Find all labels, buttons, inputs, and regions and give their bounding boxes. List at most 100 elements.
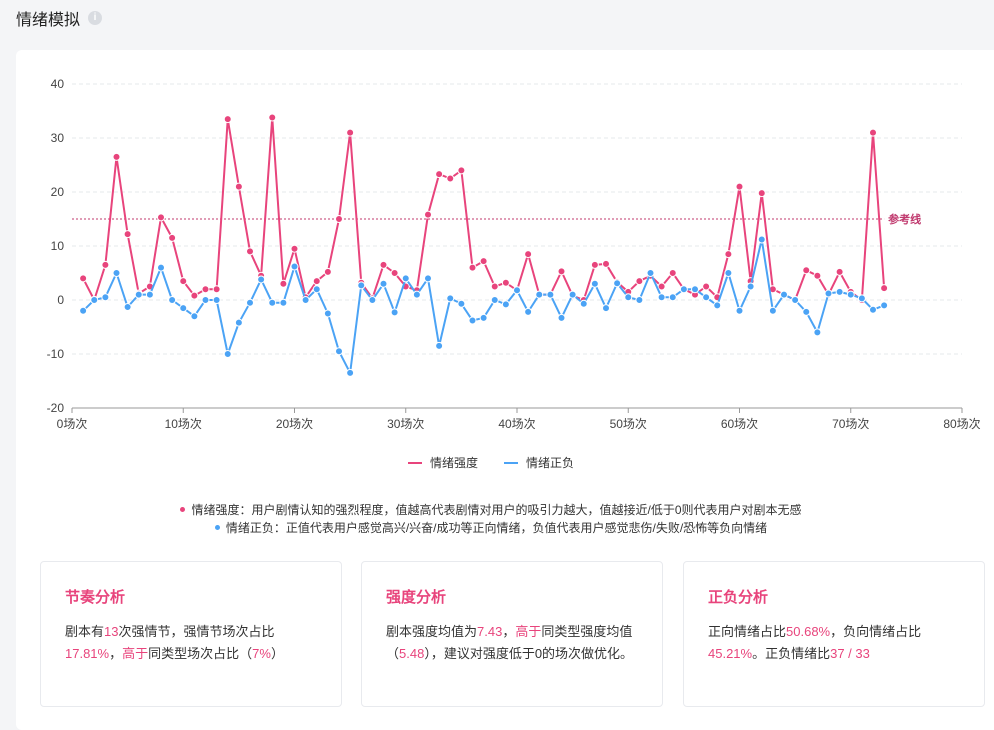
data-point <box>290 262 299 271</box>
data-point <box>201 296 210 304</box>
data-point <box>524 250 533 259</box>
data-point <box>791 296 800 304</box>
data-point <box>490 296 499 304</box>
rhythm-analysis-title: 节奏分析 <box>65 589 126 606</box>
data-point <box>201 285 210 294</box>
intensity-analysis-title: 强度分析 <box>386 589 447 606</box>
emotion-line-chart: -20 -10 0 10 20 30 40 0场次 10场次 20场次 30场次 40场次 50场次 60… <box>47 77 981 431</box>
data-point <box>546 290 555 299</box>
data-point <box>312 277 321 286</box>
data-point <box>179 277 188 286</box>
data-point <box>657 293 666 302</box>
data-point <box>479 313 488 322</box>
legend-item-intensity[interactable]: 情绪强度 <box>407 454 478 471</box>
data-point <box>268 298 277 307</box>
x-tick-label: 50场次 <box>610 417 647 431</box>
data-point <box>501 278 510 287</box>
data-point <box>168 296 177 304</box>
data-point <box>602 304 610 313</box>
data-point <box>679 285 688 294</box>
y-tick-label: -10 <box>47 347 65 361</box>
data-point <box>212 296 221 304</box>
data-point <box>724 250 733 259</box>
data-point <box>424 274 432 283</box>
note-text-intensity: 情绪强度：用户剧情认知的强烈程度，值越高代表剧情对用户的吸引力越大，值越接近/低… <box>191 502 802 517</box>
data-point <box>268 113 277 122</box>
y-tick-label: 20 <box>51 185 65 199</box>
data-point <box>802 307 811 316</box>
data-point <box>424 210 432 219</box>
data-point <box>335 347 343 356</box>
data-point <box>557 313 566 322</box>
data-point <box>824 289 833 298</box>
data-point <box>157 263 165 272</box>
data-point <box>635 277 644 286</box>
data-point <box>457 299 466 308</box>
reference-line-label: 参考线 <box>888 212 921 226</box>
chart-notes: 情绪强度：用户剧情认知的强烈程度，值越高代表剧情对用户的吸引力越大，值越接近/低… <box>16 500 966 536</box>
data-point <box>568 290 577 299</box>
y-tick-label: -20 <box>47 401 65 415</box>
data-point <box>713 301 722 310</box>
data-point <box>557 267 566 276</box>
data-point <box>257 275 266 284</box>
data-point <box>613 279 622 288</box>
data-point <box>735 182 744 191</box>
y-tick-label: 40 <box>51 77 65 91</box>
x-tick-label: 10场次 <box>165 417 202 431</box>
data-point <box>813 328 822 337</box>
data-point <box>468 263 477 272</box>
legend-label-polarity: 情绪正负 <box>526 456 575 470</box>
data-point <box>335 215 343 223</box>
data-point <box>279 279 288 288</box>
data-point <box>880 301 889 310</box>
x-tick-label: 60场次 <box>721 417 758 431</box>
data-point <box>691 285 699 294</box>
data-point <box>301 296 310 304</box>
data-point <box>134 290 143 299</box>
data-point <box>368 296 377 304</box>
data-point <box>835 267 844 276</box>
data-point <box>757 189 766 198</box>
legend-swatch-polarity <box>504 461 518 464</box>
data-point <box>535 290 544 299</box>
data-point <box>279 298 288 307</box>
data-point <box>724 269 733 277</box>
legend-swatch-intensity <box>407 461 422 464</box>
data-point <box>880 284 889 293</box>
data-point <box>501 300 510 309</box>
data-point <box>357 281 366 290</box>
data-point <box>602 259 610 268</box>
note-polarity: 情绪正负：正值代表用户感觉高兴/兴奋/成功等正向情绪，负值代表用户感觉悲伤/失败… <box>16 518 966 536</box>
data-point <box>746 282 755 291</box>
data-point <box>234 182 243 191</box>
note-text-polarity: 情绪正负：正值代表用户感觉高兴/兴奋/成功等正向情绪，负值代表用户感觉悲伤/失败… <box>225 520 768 535</box>
x-tick-label: 40场次 <box>498 417 535 431</box>
info-icon[interactable]: i <box>88 11 103 25</box>
data-point <box>590 260 599 269</box>
data-point <box>401 274 410 283</box>
legend-label-intensity: 情绪强度 <box>429 456 478 470</box>
polarity-analysis-title: 正负分析 <box>708 589 769 606</box>
data-point <box>524 307 533 316</box>
series-line-intensity <box>82 116 886 301</box>
data-point <box>179 304 188 313</box>
data-point <box>323 267 332 276</box>
data-point <box>869 305 877 314</box>
data-point <box>112 152 121 161</box>
x-tick-label: 80场次 <box>943 417 980 431</box>
data-point <box>312 285 321 294</box>
data-point <box>735 306 744 315</box>
polarity-analysis-card: 正负分析 正向情绪占比50.68%，负向情绪占比45.21%。正负情绪比37 /… <box>683 561 985 707</box>
data-point <box>479 257 488 266</box>
data-point <box>234 318 243 327</box>
data-point <box>869 128 877 137</box>
data-point <box>668 293 677 302</box>
data-point <box>813 271 822 280</box>
y-tick-label: 30 <box>51 131 65 145</box>
data-point <box>346 368 355 377</box>
legend-item-polarity[interactable]: 情绪正负 <box>504 454 574 471</box>
data-point <box>702 293 711 302</box>
data-point <box>635 296 644 304</box>
data-point <box>624 293 633 302</box>
